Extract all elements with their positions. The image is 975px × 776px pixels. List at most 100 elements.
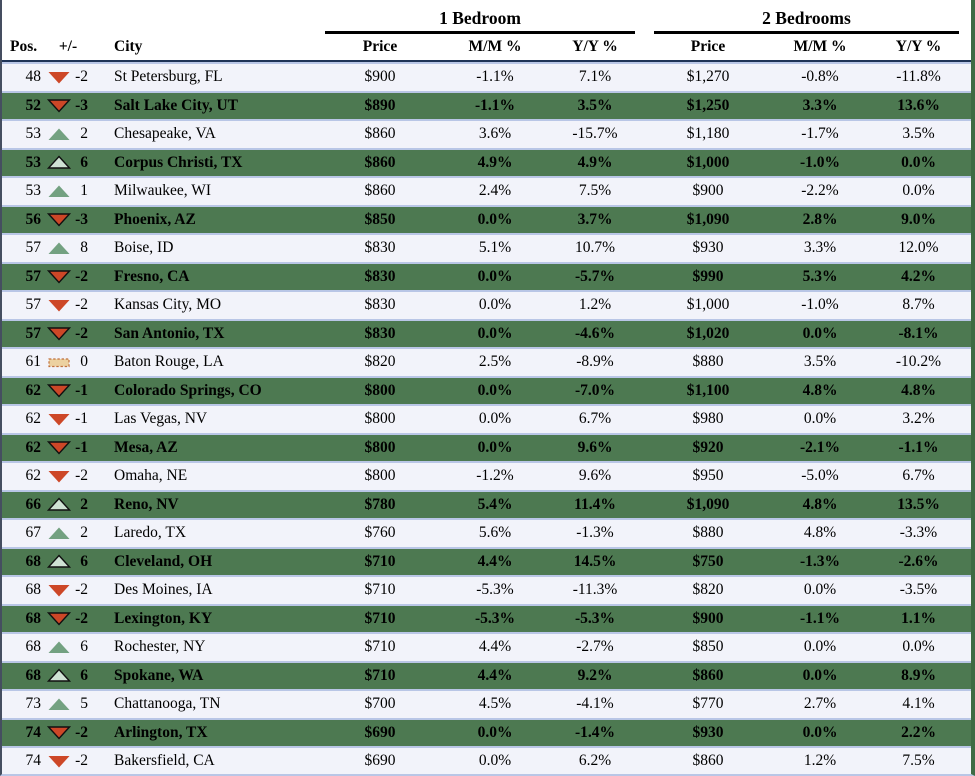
- 1br-price-cell: $800: [364, 381, 396, 399]
- rank-change-cell: -2: [75, 609, 88, 627]
- header-2br-price: Price: [690, 38, 726, 55]
- 2br-mm-cell: -2.2%: [801, 182, 839, 200]
- 2br-mm-cell: -2.1%: [799, 438, 841, 456]
- pos-cell: 53: [25, 153, 42, 171]
- down-triangle-icon: [44, 269, 74, 284]
- table-row: 68 6 Rochester, NY $710 4.4% -2.7% $850 0.0% 0.0…: [2, 632, 971, 661]
- table-row: 56 -3 Phoenix, AZ $850 0.0% 3.7% $1,090 2.8% 9.0…: [2, 204, 971, 233]
- 2br-price-cell: $1,090: [686, 210, 730, 228]
- table-row: 57 -2 Fresno, CA $830 0.0% -5.7% $990 5.3% 4.2%: [2, 261, 971, 290]
- 2br-yy-cell: -3.5%: [899, 581, 938, 599]
- pos-cell: 66: [25, 495, 42, 513]
- 2br-yy-cell: 0.0%: [901, 153, 936, 171]
- table-row: 53 1 Milwaukee, WI $860 2.4% 7.5% $900 -2.2% 0.0…: [2, 176, 971, 205]
- up-triangle-icon: [44, 241, 74, 256]
- 2br-mm-cell: -1.1%: [799, 609, 841, 627]
- 2br-price-cell: $920: [692, 438, 724, 456]
- 2br-mm-cell: -1.7%: [801, 125, 839, 143]
- 1br-yy-cell: -5.3%: [574, 609, 616, 627]
- column-group-1-bedroom: 1 Bedroom: [325, 6, 635, 34]
- 1br-price-cell: $830: [364, 296, 396, 314]
- 2br-price-cell: $860: [692, 752, 724, 770]
- city-cell: Arlington, TX: [114, 723, 208, 741]
- 2br-price-cell: $980: [692, 410, 724, 428]
- city-cell: Rochester, NY: [114, 638, 206, 656]
- 2br-yy-cell: -8.1%: [898, 324, 939, 342]
- 1br-yy-cell: 11.4%: [574, 495, 616, 513]
- 2br-mm-cell: 0.0%: [803, 581, 837, 599]
- table-row: 67 2 Laredo, TX $760 5.6% -1.3% $880 4.8% -3.3%: [2, 518, 971, 547]
- 2br-price-cell: $930: [692, 723, 724, 741]
- city-cell: Cleveland, OH: [114, 552, 213, 570]
- up-triangle-icon: [44, 526, 74, 541]
- city-cell: Baton Rouge, LA: [114, 353, 224, 371]
- table-row: 62 -1 Colorado Springs, CO $800 0.0% -7.0% $1,…: [2, 375, 971, 404]
- rank-change-cell: -1: [75, 410, 88, 428]
- rank-change-cell: 6: [80, 638, 88, 656]
- 2br-yy-cell: 4.2%: [901, 267, 936, 285]
- pos-cell: 62: [25, 467, 42, 485]
- rank-change-cell: 2: [80, 524, 88, 542]
- 2br-mm-cell: 0.0%: [803, 638, 837, 656]
- pos-cell: 62: [25, 381, 42, 399]
- column-group-2-bedrooms: 2 Bedrooms: [654, 6, 959, 34]
- 2br-mm-cell: 2.7%: [803, 695, 837, 713]
- 2br-mm-cell: 0.0%: [802, 723, 838, 741]
- rank-change-cell: -2: [75, 723, 88, 741]
- 2br-yy-cell: 1.1%: [901, 609, 936, 627]
- rank-change-cell: 5: [80, 695, 88, 713]
- header-1br-yy: Y/Y %: [572, 38, 618, 55]
- 1br-mm-cell: 4.9%: [477, 153, 513, 171]
- header-2br-mm: M/M %: [793, 38, 847, 55]
- up-triangle-icon: [44, 184, 74, 199]
- 1br-price-cell: $850: [364, 210, 396, 228]
- table-row: 61 0 Baton Rouge, LA $820 2.5% -8.9% $880 3.5% -…: [2, 347, 971, 376]
- 1br-yy-cell: -8.9%: [576, 353, 614, 371]
- 1br-price-cell: $860: [364, 153, 396, 171]
- 2br-price-cell: $1,000: [686, 153, 730, 171]
- rank-change-cell: 0: [80, 353, 88, 371]
- 1br-yy-cell: -11.3%: [572, 581, 618, 599]
- 2br-mm-cell: 3.3%: [802, 96, 838, 114]
- city-cell: Milwaukee, WI: [114, 182, 211, 200]
- 1br-mm-cell: 0.0%: [477, 267, 513, 285]
- 1br-price-cell: $900: [364, 68, 396, 86]
- 1br-yy-cell: 4.9%: [577, 153, 613, 171]
- 1br-yy-cell: 9.2%: [577, 666, 613, 684]
- 1br-price-cell: $800: [364, 467, 396, 485]
- 1br-price-cell: $710: [364, 581, 396, 599]
- 2br-price-cell: $1,100: [686, 381, 730, 399]
- 1br-price-cell: $830: [364, 324, 396, 342]
- 1br-price-cell: $710: [364, 552, 396, 570]
- city-cell: Reno, NV: [114, 495, 179, 513]
- 2br-price-cell: $1,090: [686, 495, 730, 513]
- column-group-2-bedrooms-label: 2 Bedrooms: [762, 7, 851, 28]
- city-cell: Corpus Christi, TX: [114, 153, 243, 171]
- 1br-mm-cell: 4.5%: [478, 695, 512, 713]
- 2br-yy-cell: 3.2%: [902, 410, 935, 428]
- table-row: 66 2 Reno, NV $780 5.4% 11.4% $1,090 4.8% 13.5%: [2, 489, 971, 518]
- up-triangle-icon: [44, 697, 74, 712]
- city-cell: St Petersburg, FL: [114, 68, 223, 86]
- up-triangle-icon: [44, 497, 74, 512]
- 2br-yy-cell: -10.2%: [895, 353, 942, 371]
- 2br-mm-cell: -1.0%: [801, 296, 839, 314]
- rank-change-cell: 6: [80, 153, 88, 171]
- pos-cell: 68: [25, 609, 42, 627]
- 2br-mm-cell: 3.3%: [803, 239, 837, 257]
- 2br-yy-cell: -1.1%: [898, 438, 939, 456]
- pos-cell: 53: [25, 182, 42, 200]
- 1br-mm-cell: -1.1%: [474, 96, 516, 114]
- 1br-yy-cell: -5.7%: [574, 267, 616, 285]
- 1br-yy-cell: -15.7%: [572, 125, 618, 143]
- pos-cell: 73: [25, 695, 42, 713]
- 1br-mm-cell: 5.1%: [478, 239, 512, 257]
- city-cell: Omaha, NE: [114, 467, 188, 485]
- city-cell: Phoenix, AZ: [114, 210, 196, 228]
- pos-cell: 48: [25, 68, 42, 86]
- 2br-yy-cell: 2.2%: [901, 723, 936, 741]
- pos-cell: 56: [25, 210, 42, 228]
- 1br-price-cell: $860: [364, 125, 396, 143]
- 1br-mm-cell: -5.3%: [476, 581, 514, 599]
